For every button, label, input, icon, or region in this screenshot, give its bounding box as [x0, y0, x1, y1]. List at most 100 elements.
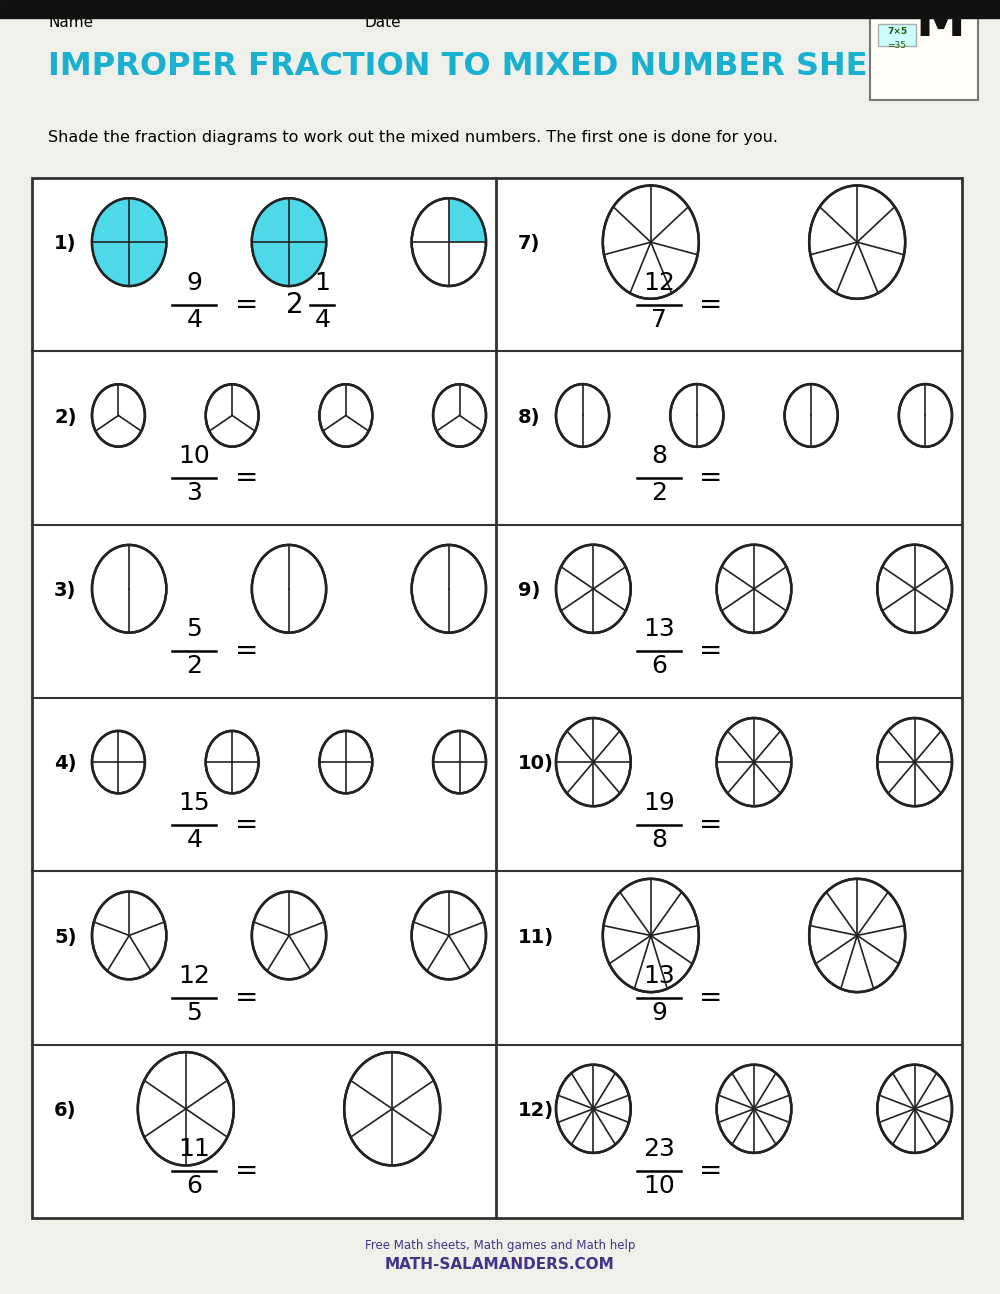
Ellipse shape [603, 879, 699, 992]
Polygon shape [289, 198, 326, 242]
Ellipse shape [809, 879, 905, 992]
Text: 4: 4 [186, 828, 202, 851]
Text: 10: 10 [643, 1174, 675, 1198]
Text: 7: 7 [651, 308, 667, 331]
Ellipse shape [412, 545, 486, 633]
Bar [870, 18, 978, 100]
Text: 3: 3 [186, 481, 202, 505]
Ellipse shape [206, 384, 259, 446]
Ellipse shape [433, 384, 486, 446]
Ellipse shape [412, 198, 486, 286]
Text: 10): 10) [518, 754, 554, 774]
Ellipse shape [717, 545, 791, 633]
Ellipse shape [319, 731, 372, 793]
Ellipse shape [809, 185, 905, 299]
Text: 8): 8) [518, 408, 540, 427]
Text: =: = [699, 1157, 723, 1185]
Text: 1): 1) [54, 234, 76, 254]
Ellipse shape [717, 718, 791, 806]
Text: 13: 13 [643, 964, 675, 987]
Ellipse shape [433, 731, 486, 793]
Ellipse shape [899, 384, 952, 446]
Text: 12: 12 [178, 964, 210, 987]
Text: 11: 11 [179, 1137, 210, 1161]
Text: 15: 15 [179, 791, 210, 814]
Text: 2: 2 [651, 481, 667, 505]
Bar [32, 179, 962, 1218]
Ellipse shape [670, 384, 723, 446]
Ellipse shape [92, 384, 145, 446]
Polygon shape [129, 198, 166, 242]
Ellipse shape [206, 731, 259, 793]
Text: 7×5: 7×5 [887, 27, 907, 36]
Text: 2: 2 [186, 655, 202, 678]
Text: 9): 9) [518, 581, 540, 600]
Polygon shape [449, 198, 486, 242]
Polygon shape [92, 198, 129, 242]
Text: 1: 1 [314, 270, 330, 295]
Text: 13: 13 [643, 617, 675, 642]
Text: 8: 8 [651, 828, 667, 851]
Text: 7): 7) [518, 234, 540, 254]
Text: Date: Date [365, 16, 402, 30]
Text: =: = [699, 291, 723, 318]
Text: 6): 6) [54, 1101, 76, 1121]
Ellipse shape [92, 545, 166, 633]
Text: 12: 12 [643, 270, 675, 295]
Text: 10: 10 [179, 444, 210, 468]
Text: Name: Name [48, 16, 93, 30]
Polygon shape [289, 242, 326, 286]
Text: 5): 5) [54, 928, 76, 947]
Polygon shape [252, 242, 289, 286]
Text: =: = [235, 291, 258, 318]
Ellipse shape [319, 384, 372, 446]
Text: 12): 12) [518, 1101, 554, 1121]
Text: 5: 5 [187, 617, 202, 642]
Ellipse shape [252, 545, 326, 633]
Ellipse shape [556, 545, 631, 633]
Text: 9: 9 [186, 270, 202, 295]
Text: 2: 2 [286, 291, 303, 318]
Text: 8: 8 [651, 444, 667, 468]
Text: =: = [699, 810, 723, 839]
Text: 4: 4 [314, 308, 330, 331]
Text: MATH-SALAMANDERS.COM: MATH-SALAMANDERS.COM [385, 1256, 615, 1272]
Polygon shape [92, 242, 129, 286]
Text: IMPROPER FRACTION TO MIXED NUMBER SHEET 2: IMPROPER FRACTION TO MIXED NUMBER SHEET … [48, 50, 944, 82]
Ellipse shape [556, 384, 609, 446]
Text: M: M [915, 0, 965, 47]
Text: 2): 2) [54, 408, 76, 427]
Text: =: = [235, 810, 258, 839]
Text: =: = [235, 1157, 258, 1185]
Bar [0, 0, 1000, 18]
Ellipse shape [785, 384, 838, 446]
Ellipse shape [92, 731, 145, 793]
Polygon shape [252, 198, 289, 242]
Ellipse shape [877, 1065, 952, 1153]
Text: =: = [699, 637, 723, 665]
Text: =: = [699, 463, 723, 492]
Ellipse shape [92, 198, 166, 286]
Ellipse shape [92, 892, 166, 980]
Bar [32, 179, 962, 1218]
Text: 9: 9 [651, 1000, 667, 1025]
Text: 4): 4) [54, 754, 76, 774]
Text: 19: 19 [643, 791, 675, 814]
Ellipse shape [717, 1065, 791, 1153]
Text: =: = [235, 637, 258, 665]
Polygon shape [129, 242, 166, 286]
Text: =: = [235, 983, 258, 1012]
Text: Shade the fraction diagrams to work out the mixed numbers. The first one is done: Shade the fraction diagrams to work out … [48, 129, 778, 145]
Ellipse shape [138, 1052, 234, 1166]
Text: 3): 3) [54, 581, 76, 600]
Bar [878, 25, 916, 47]
Ellipse shape [877, 545, 952, 633]
Ellipse shape [252, 892, 326, 980]
Text: 6: 6 [186, 1174, 202, 1198]
Text: =35: =35 [888, 41, 906, 50]
Text: 23: 23 [643, 1137, 675, 1161]
Text: =: = [699, 983, 723, 1012]
Ellipse shape [412, 892, 486, 980]
Ellipse shape [252, 198, 326, 286]
Text: 5: 5 [187, 1000, 202, 1025]
